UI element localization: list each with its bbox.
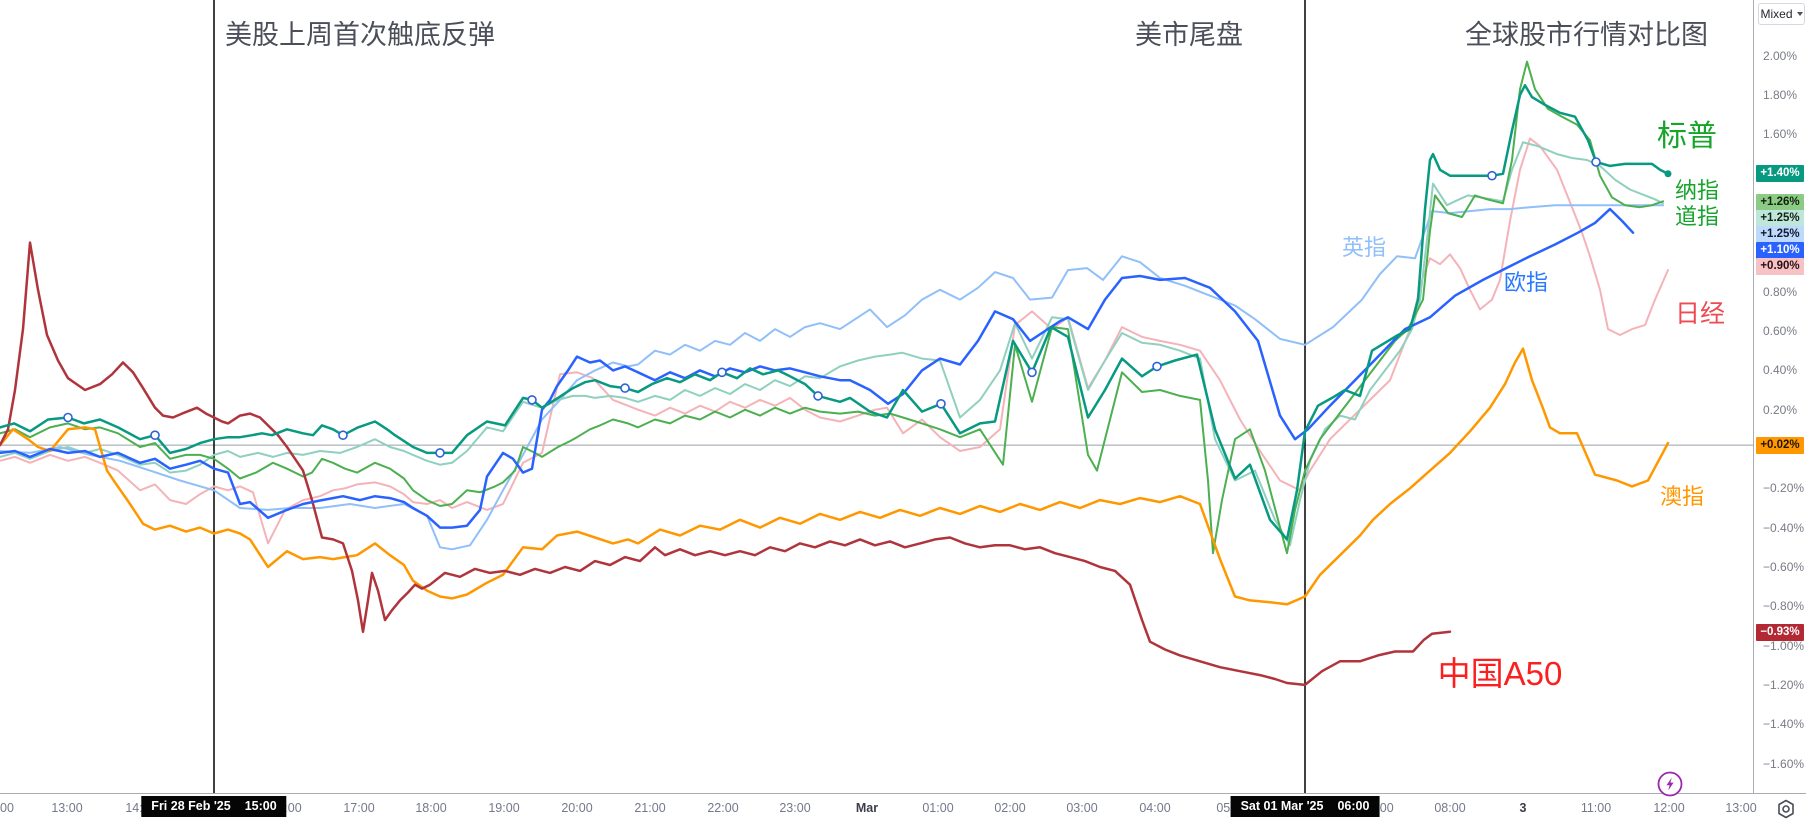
time-axis-label: 13:00 [1725,801,1757,815]
time-axis-label: 20:00 [561,801,593,815]
time-axis-label: 11:00 [1580,801,1612,815]
series-name-label: 英指 [1341,235,1387,260]
price-badge: +1.40% [1756,164,1804,182]
series-point-marker [936,398,946,409]
series-line-asx-200 [0,347,1670,606]
time-axis-label: 04:00 [1139,801,1171,815]
time-scale[interactable]: 0013:0014:0016:0017:0018:0019:0020:0021:… [0,793,1806,821]
y-axis-tick: −1.60% [1763,756,1805,771]
series-point-marker [435,448,445,458]
time-axis-label: 19:00 [488,801,520,815]
y-axis-tick: −1.40% [1763,717,1805,732]
series-point-marker [63,412,73,423]
y-axis-tick: −1.00% [1763,638,1805,653]
time-axis-label: 03:00 [1066,801,1098,815]
price-chart[interactable] [0,0,1753,793]
series-point-marker [527,395,537,405]
session-date-badge: Sat 01 Mar '25 06:00 [1230,796,1380,817]
time-axis-label: 23:00 [779,801,811,815]
time-axis-label: Mar [855,801,879,815]
y-axis-tick: −0.40% [1763,520,1805,535]
price-badge: +0.90% [1756,257,1804,275]
y-axis-tick: 1.60% [1763,127,1798,142]
series-name-label: 澳指 [1659,484,1705,509]
series-point-marker [1152,361,1162,372]
scale-mode-label: Mixed [1760,7,1793,21]
gear-icon[interactable] [1775,798,1797,820]
price-badge: −0.93% [1756,623,1804,641]
time-axis-label: 18:00 [415,801,447,815]
series-point-marker [1487,170,1497,181]
time-axis-label: 02:00 [994,801,1026,815]
series-point-marker [717,367,727,378]
series-line-ftse-100 [0,204,1664,551]
chevron-down-icon [1796,12,1803,16]
series-line-euro-stoxx-50 [0,207,1635,529]
time-axis-label: 3 [1519,801,1527,815]
price-badge: +0.02% [1756,436,1804,454]
time-axis-label: 01:00 [922,801,954,815]
time-axis-label: 21:00 [634,801,666,815]
price-badge: +1.25% [1756,225,1804,243]
y-axis-tick: −0.80% [1763,599,1805,614]
session-title-us-close: 美市尾盘 [1135,20,1243,50]
y-axis-tick: 2.00% [1763,48,1798,63]
series-name-label: 欧指 [1503,270,1549,295]
y-axis-tick: 0.20% [1763,402,1798,417]
price-badge: +1.25% [1756,209,1804,227]
time-axis-label: 08:00 [1434,801,1466,815]
scale-mode-button[interactable]: Mixed [1758,3,1805,25]
y-axis-tick: 0.40% [1763,363,1798,378]
series-name-label: 日经 [1674,300,1726,328]
time-axis-label: 17:00 [343,801,375,815]
y-axis-tick: −0.60% [1763,559,1805,574]
series-point-marker [150,430,160,441]
series-line-s-p-500 [0,84,1670,541]
news-title-left: 美股上周首次触底反弹 [225,20,495,50]
time-axis-label: 22:00 [707,801,739,815]
series-point-marker [338,430,348,441]
series-name-label: 道指 [1674,204,1720,229]
series-name-label: 中国A50 [1437,655,1563,692]
series-point-marker [813,391,823,401]
y-axis-tick: −1.20% [1763,677,1805,692]
series-name-label: 纳指 [1674,178,1720,203]
session-date-badge: Fri 28 Feb '25 15:00 [141,796,287,817]
time-axis-label: 13:00 [51,801,83,815]
y-axis-tick: 0.60% [1763,324,1798,339]
series-last-dot [1664,170,1672,178]
y-axis-tick: −0.20% [1763,481,1805,496]
price-badge: +1.26% [1756,193,1804,211]
series-point-marker [620,383,630,393]
series-point-marker [1027,367,1037,378]
y-axis-tick: 1.80% [1763,88,1798,103]
y-axis-tick: 0.80% [1763,284,1798,299]
series-name-label: 标普 [1657,120,1717,153]
price-scale[interactable]: Mixed 2.00% 1.80% 1.60% 0.80% 0.60% 0.40% 0.20… [1753,0,1806,793]
chart-title: 全球股市行情对比图 [1465,20,1708,50]
series-line-dow-jones [0,60,1664,555]
series-line-china-a50 [0,241,1452,687]
price-badge: +1.10% [1756,241,1804,259]
instant-order-lightning-icon[interactable] [1656,770,1684,798]
time-axis-label: 00 [0,801,14,815]
time-axis-label: 12:00 [1653,801,1685,815]
series-point-marker [1591,157,1601,167]
